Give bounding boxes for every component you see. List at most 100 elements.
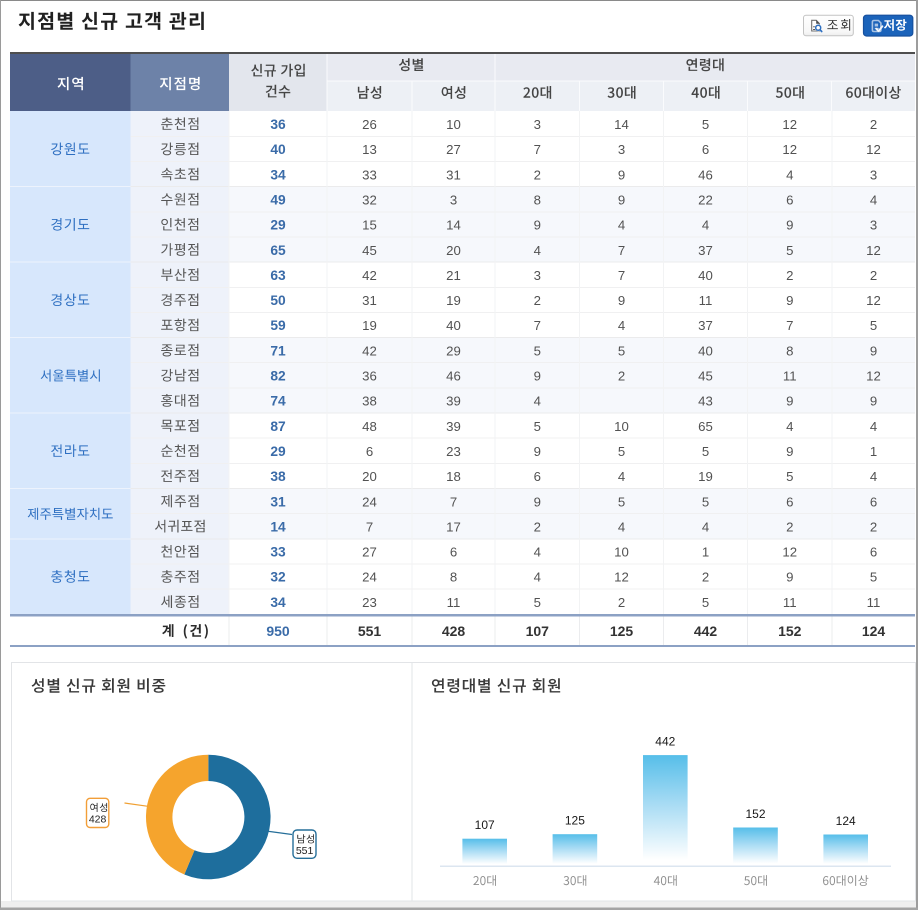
- svg-text:11: 11: [699, 293, 713, 308]
- svg-text:5: 5: [618, 494, 625, 509]
- svg-text:107: 107: [526, 623, 550, 639]
- svg-text:26: 26: [362, 117, 377, 132]
- svg-text:40: 40: [698, 268, 713, 283]
- svg-text:2: 2: [870, 268, 877, 283]
- svg-text:6: 6: [870, 545, 877, 560]
- svg-text:7: 7: [366, 519, 373, 534]
- svg-text:2: 2: [534, 519, 541, 534]
- svg-text:32: 32: [270, 570, 286, 585]
- svg-text:74: 74: [270, 394, 286, 409]
- svg-text:4: 4: [870, 419, 877, 434]
- svg-text:3: 3: [450, 192, 457, 207]
- svg-text:3: 3: [618, 142, 625, 157]
- svg-text:33: 33: [270, 545, 286, 560]
- svg-text:14: 14: [614, 117, 629, 132]
- svg-text:40: 40: [446, 318, 461, 333]
- svg-text:5: 5: [618, 444, 625, 459]
- svg-text:13: 13: [362, 142, 377, 157]
- svg-text:2: 2: [618, 595, 625, 610]
- svg-text:5: 5: [786, 243, 793, 258]
- svg-text:5: 5: [618, 343, 625, 358]
- svg-text:12: 12: [866, 142, 881, 157]
- svg-text:23: 23: [446, 444, 461, 459]
- svg-text:7: 7: [534, 318, 541, 333]
- svg-text:63: 63: [270, 268, 286, 283]
- svg-text:7: 7: [618, 268, 625, 283]
- svg-text:7: 7: [534, 142, 541, 157]
- svg-text:34: 34: [270, 167, 286, 182]
- svg-text:9: 9: [534, 218, 541, 233]
- svg-text:1: 1: [870, 444, 877, 459]
- svg-text:12: 12: [866, 369, 881, 384]
- svg-text:4: 4: [618, 318, 625, 333]
- svg-text:4: 4: [618, 218, 625, 233]
- svg-text:9: 9: [786, 394, 793, 409]
- svg-text:9: 9: [786, 218, 793, 233]
- svg-text:29: 29: [270, 444, 286, 459]
- svg-text:3: 3: [870, 218, 877, 233]
- svg-text:2: 2: [534, 293, 541, 308]
- svg-text:71: 71: [270, 343, 286, 358]
- svg-text:7: 7: [618, 243, 625, 258]
- svg-text:6: 6: [786, 192, 793, 207]
- svg-text:11: 11: [783, 369, 797, 384]
- svg-text:24: 24: [362, 570, 377, 585]
- svg-text:20: 20: [446, 243, 461, 258]
- svg-text:20: 20: [362, 469, 377, 484]
- svg-text:59: 59: [270, 318, 286, 333]
- svg-text:9: 9: [618, 293, 625, 308]
- svg-text:2: 2: [702, 570, 709, 585]
- svg-text:442: 442: [694, 623, 718, 639]
- svg-text:27: 27: [362, 545, 377, 560]
- svg-text:37: 37: [698, 318, 713, 333]
- svg-text:2: 2: [618, 369, 625, 384]
- svg-text:27: 27: [446, 142, 461, 157]
- svg-text:124: 124: [862, 623, 886, 639]
- svg-text:4: 4: [702, 218, 709, 233]
- svg-text:5: 5: [702, 117, 709, 132]
- svg-text:5: 5: [534, 419, 541, 434]
- svg-text:10: 10: [614, 545, 629, 560]
- svg-text:29: 29: [270, 218, 286, 233]
- svg-text:12: 12: [866, 243, 881, 258]
- svg-text:12: 12: [782, 545, 797, 560]
- svg-text:9: 9: [618, 192, 625, 207]
- svg-text:4: 4: [618, 519, 625, 534]
- svg-text:46: 46: [446, 369, 461, 384]
- svg-text:7: 7: [786, 318, 793, 333]
- svg-text:32: 32: [362, 192, 377, 207]
- svg-text:9: 9: [786, 293, 793, 308]
- svg-text:8: 8: [786, 343, 793, 358]
- svg-text:9: 9: [786, 570, 793, 585]
- svg-text:2: 2: [870, 519, 877, 534]
- svg-text:5: 5: [870, 318, 877, 333]
- svg-text:6: 6: [786, 494, 793, 509]
- svg-text:551: 551: [296, 845, 314, 857]
- svg-text:6: 6: [870, 494, 877, 509]
- svg-text:9: 9: [534, 369, 541, 384]
- svg-text:8: 8: [450, 570, 457, 585]
- svg-text:19: 19: [446, 293, 461, 308]
- svg-text:4: 4: [702, 519, 709, 534]
- svg-text:19: 19: [698, 469, 713, 484]
- svg-text:36: 36: [362, 369, 377, 384]
- svg-text:8: 8: [534, 192, 541, 207]
- svg-text:4: 4: [534, 545, 541, 560]
- svg-text:87: 87: [270, 419, 286, 434]
- svg-text:4: 4: [870, 469, 877, 484]
- svg-text:82: 82: [270, 369, 286, 384]
- svg-text:33: 33: [362, 167, 377, 182]
- svg-text:5: 5: [702, 444, 709, 459]
- svg-text:65: 65: [698, 419, 713, 434]
- svg-text:45: 45: [362, 243, 377, 258]
- svg-text:12: 12: [782, 142, 797, 157]
- svg-text:36: 36: [270, 117, 286, 132]
- svg-text:3: 3: [870, 167, 877, 182]
- svg-text:15: 15: [362, 218, 377, 233]
- svg-text:24: 24: [362, 494, 377, 509]
- svg-text:3: 3: [534, 117, 541, 132]
- svg-text:21: 21: [446, 268, 461, 283]
- svg-text:5: 5: [702, 595, 709, 610]
- svg-text:42: 42: [362, 343, 377, 358]
- svg-text:4: 4: [786, 167, 793, 182]
